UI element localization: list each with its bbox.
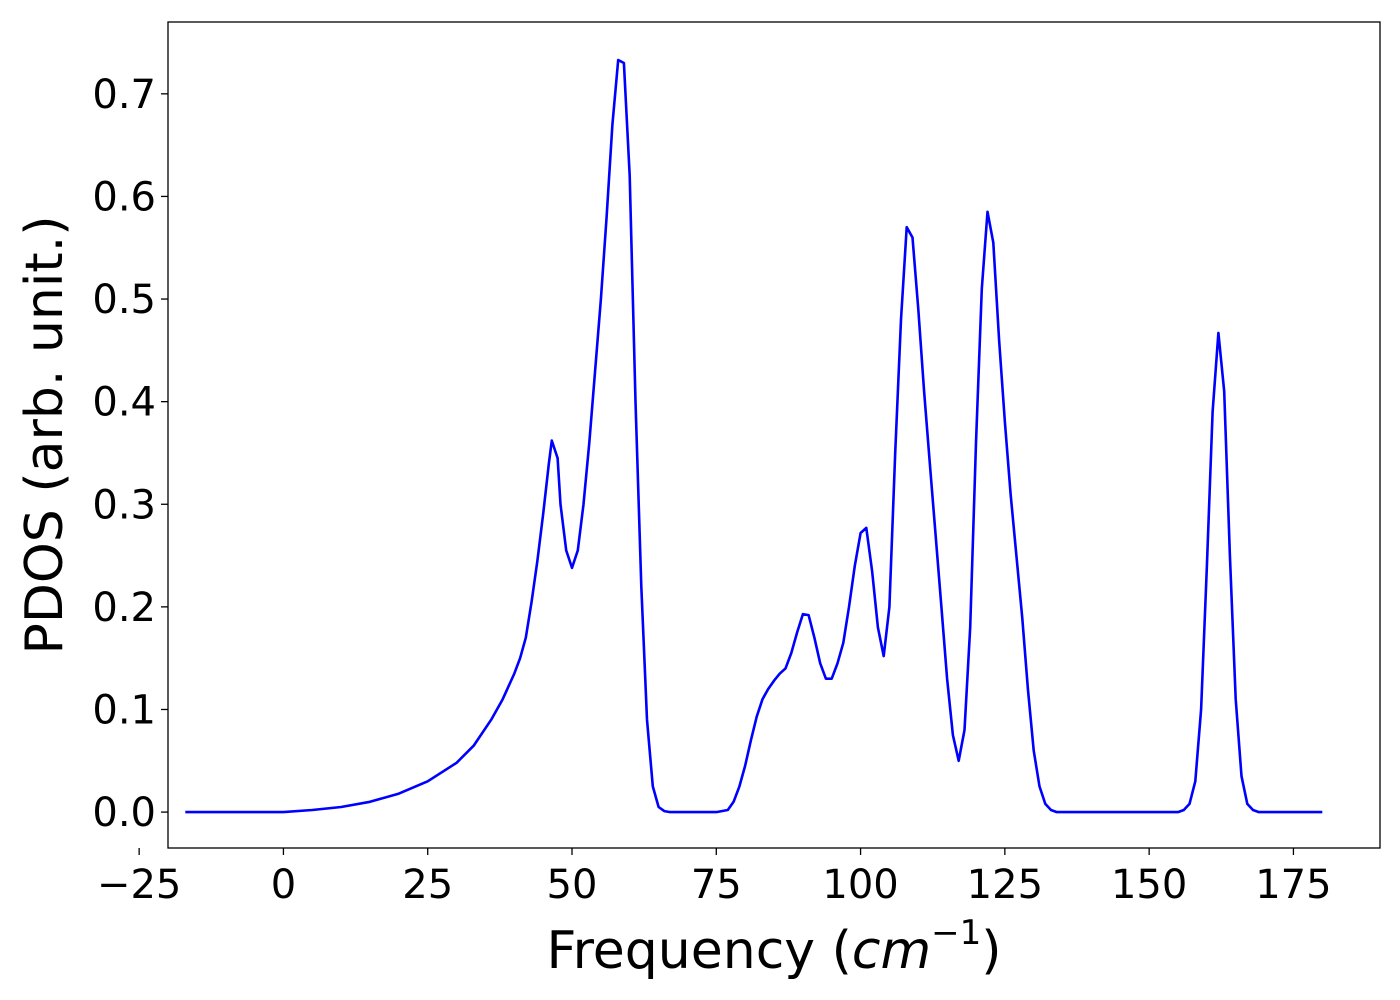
x-tick-label: 100 xyxy=(822,862,898,908)
y-axis-label: PDOS (arb. unit.) xyxy=(15,215,75,654)
y-tick-label: 0.4 xyxy=(92,380,156,426)
y-tick-label: 0.6 xyxy=(92,174,156,220)
x-axis-label-exponent: −1 xyxy=(931,913,981,953)
y-tick-label: 0.1 xyxy=(92,687,156,733)
y-tick-label: 0.2 xyxy=(92,585,156,631)
x-axis-label: Frequency (cm−1) xyxy=(546,913,1001,981)
x-tick-label: 25 xyxy=(402,862,453,908)
x-tick-label: 0 xyxy=(271,862,296,908)
x-tick-label: 125 xyxy=(967,862,1043,908)
x-tick-label: 50 xyxy=(547,862,598,908)
x-tick-label: 75 xyxy=(691,862,742,908)
y-tick-label: 0.0 xyxy=(92,790,156,836)
y-axis-ticks: 0.0 0.1 0.2 0.3 0.4 0.5 0.6 0.7 xyxy=(92,72,168,836)
y-tick-label: 0.7 xyxy=(92,72,156,118)
pdos-series-line xyxy=(185,58,1323,814)
y-tick-label: 0.5 xyxy=(92,277,156,323)
x-axis-label-unit: cm xyxy=(852,921,931,981)
plot-background xyxy=(168,22,1380,848)
x-tick-label: 150 xyxy=(1111,862,1187,908)
x-axis-ticks: −25 0 25 50 75 100 125 150 175 xyxy=(97,848,1332,908)
x-axis-label-text: Frequency ( xyxy=(546,921,851,981)
y-tick-label: 0.3 xyxy=(92,482,156,528)
x-tick-label: −25 xyxy=(97,862,181,908)
x-tick-label: 175 xyxy=(1255,862,1331,908)
plot-frame xyxy=(167,21,1381,849)
x-axis-label-close: ) xyxy=(981,921,1001,981)
